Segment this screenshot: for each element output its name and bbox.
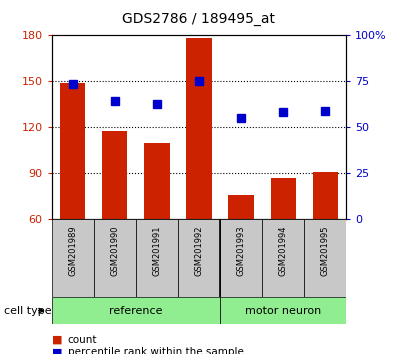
Bar (186, 39, 212, 219)
Bar (312, 172, 338, 219)
Text: GSM201993: GSM201993 (236, 226, 246, 276)
Bar (271, 178, 296, 219)
Text: count: count (68, 335, 97, 345)
Text: ■: ■ (52, 335, 62, 345)
Text: ■: ■ (52, 347, 62, 354)
Text: percentile rank within the sample: percentile rank within the sample (68, 347, 244, 354)
Bar (220, 219, 262, 297)
Bar (136, 219, 178, 297)
Bar (52, 297, 220, 324)
Text: GSM201989: GSM201989 (68, 226, 77, 276)
Bar (304, 219, 346, 297)
Text: GSM201990: GSM201990 (110, 226, 119, 276)
Bar (60, 83, 86, 219)
Text: motor neuron: motor neuron (245, 306, 321, 316)
Bar (52, 219, 94, 297)
Text: GSM201992: GSM201992 (195, 226, 203, 276)
Bar (144, 143, 170, 219)
Bar (178, 219, 220, 297)
Text: GDS2786 / 189495_at: GDS2786 / 189495_at (123, 12, 275, 27)
Bar (102, 131, 127, 219)
Text: cell type: cell type (4, 306, 52, 316)
Bar (262, 219, 304, 297)
Text: GSM201991: GSM201991 (152, 226, 162, 276)
Bar (220, 297, 346, 324)
Bar (94, 219, 136, 297)
Bar (228, 195, 254, 219)
Text: reference: reference (109, 306, 163, 316)
Text: GSM201994: GSM201994 (279, 226, 288, 276)
Text: GSM201995: GSM201995 (321, 226, 330, 276)
